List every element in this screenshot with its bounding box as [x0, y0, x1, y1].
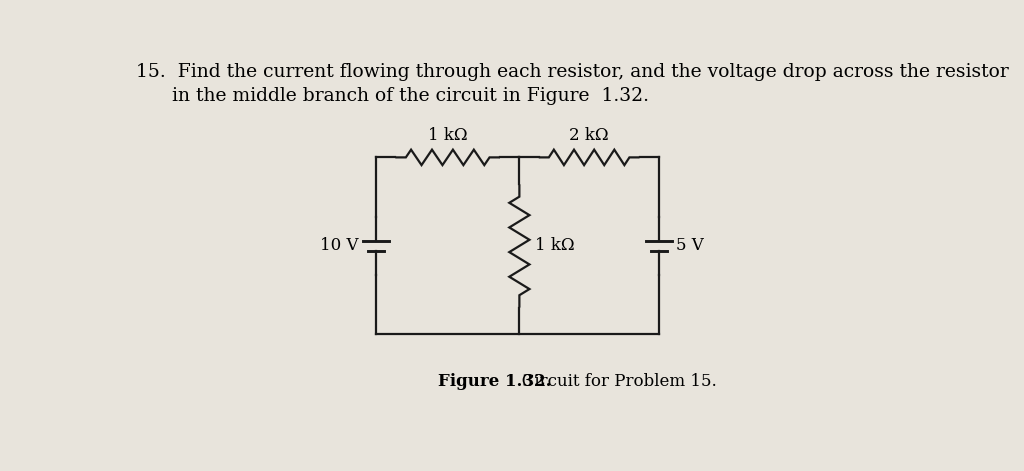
- Text: in the middle branch of the circuit in Figure  1.32.: in the middle branch of the circuit in F…: [136, 87, 649, 105]
- Text: Figure 1.32.: Figure 1.32.: [438, 373, 552, 390]
- Text: 1 kΩ: 1 kΩ: [535, 237, 574, 254]
- Text: 15.  Find the current flowing through each resistor, and the voltage drop across: 15. Find the current flowing through eac…: [136, 64, 1009, 81]
- Text: 5 V: 5 V: [676, 237, 703, 254]
- Text: Circuit for Problem 15.: Circuit for Problem 15.: [506, 373, 717, 390]
- Text: 10 V: 10 V: [321, 237, 359, 254]
- Text: 2 kΩ: 2 kΩ: [569, 127, 609, 144]
- Text: 1 kΩ: 1 kΩ: [428, 127, 468, 144]
